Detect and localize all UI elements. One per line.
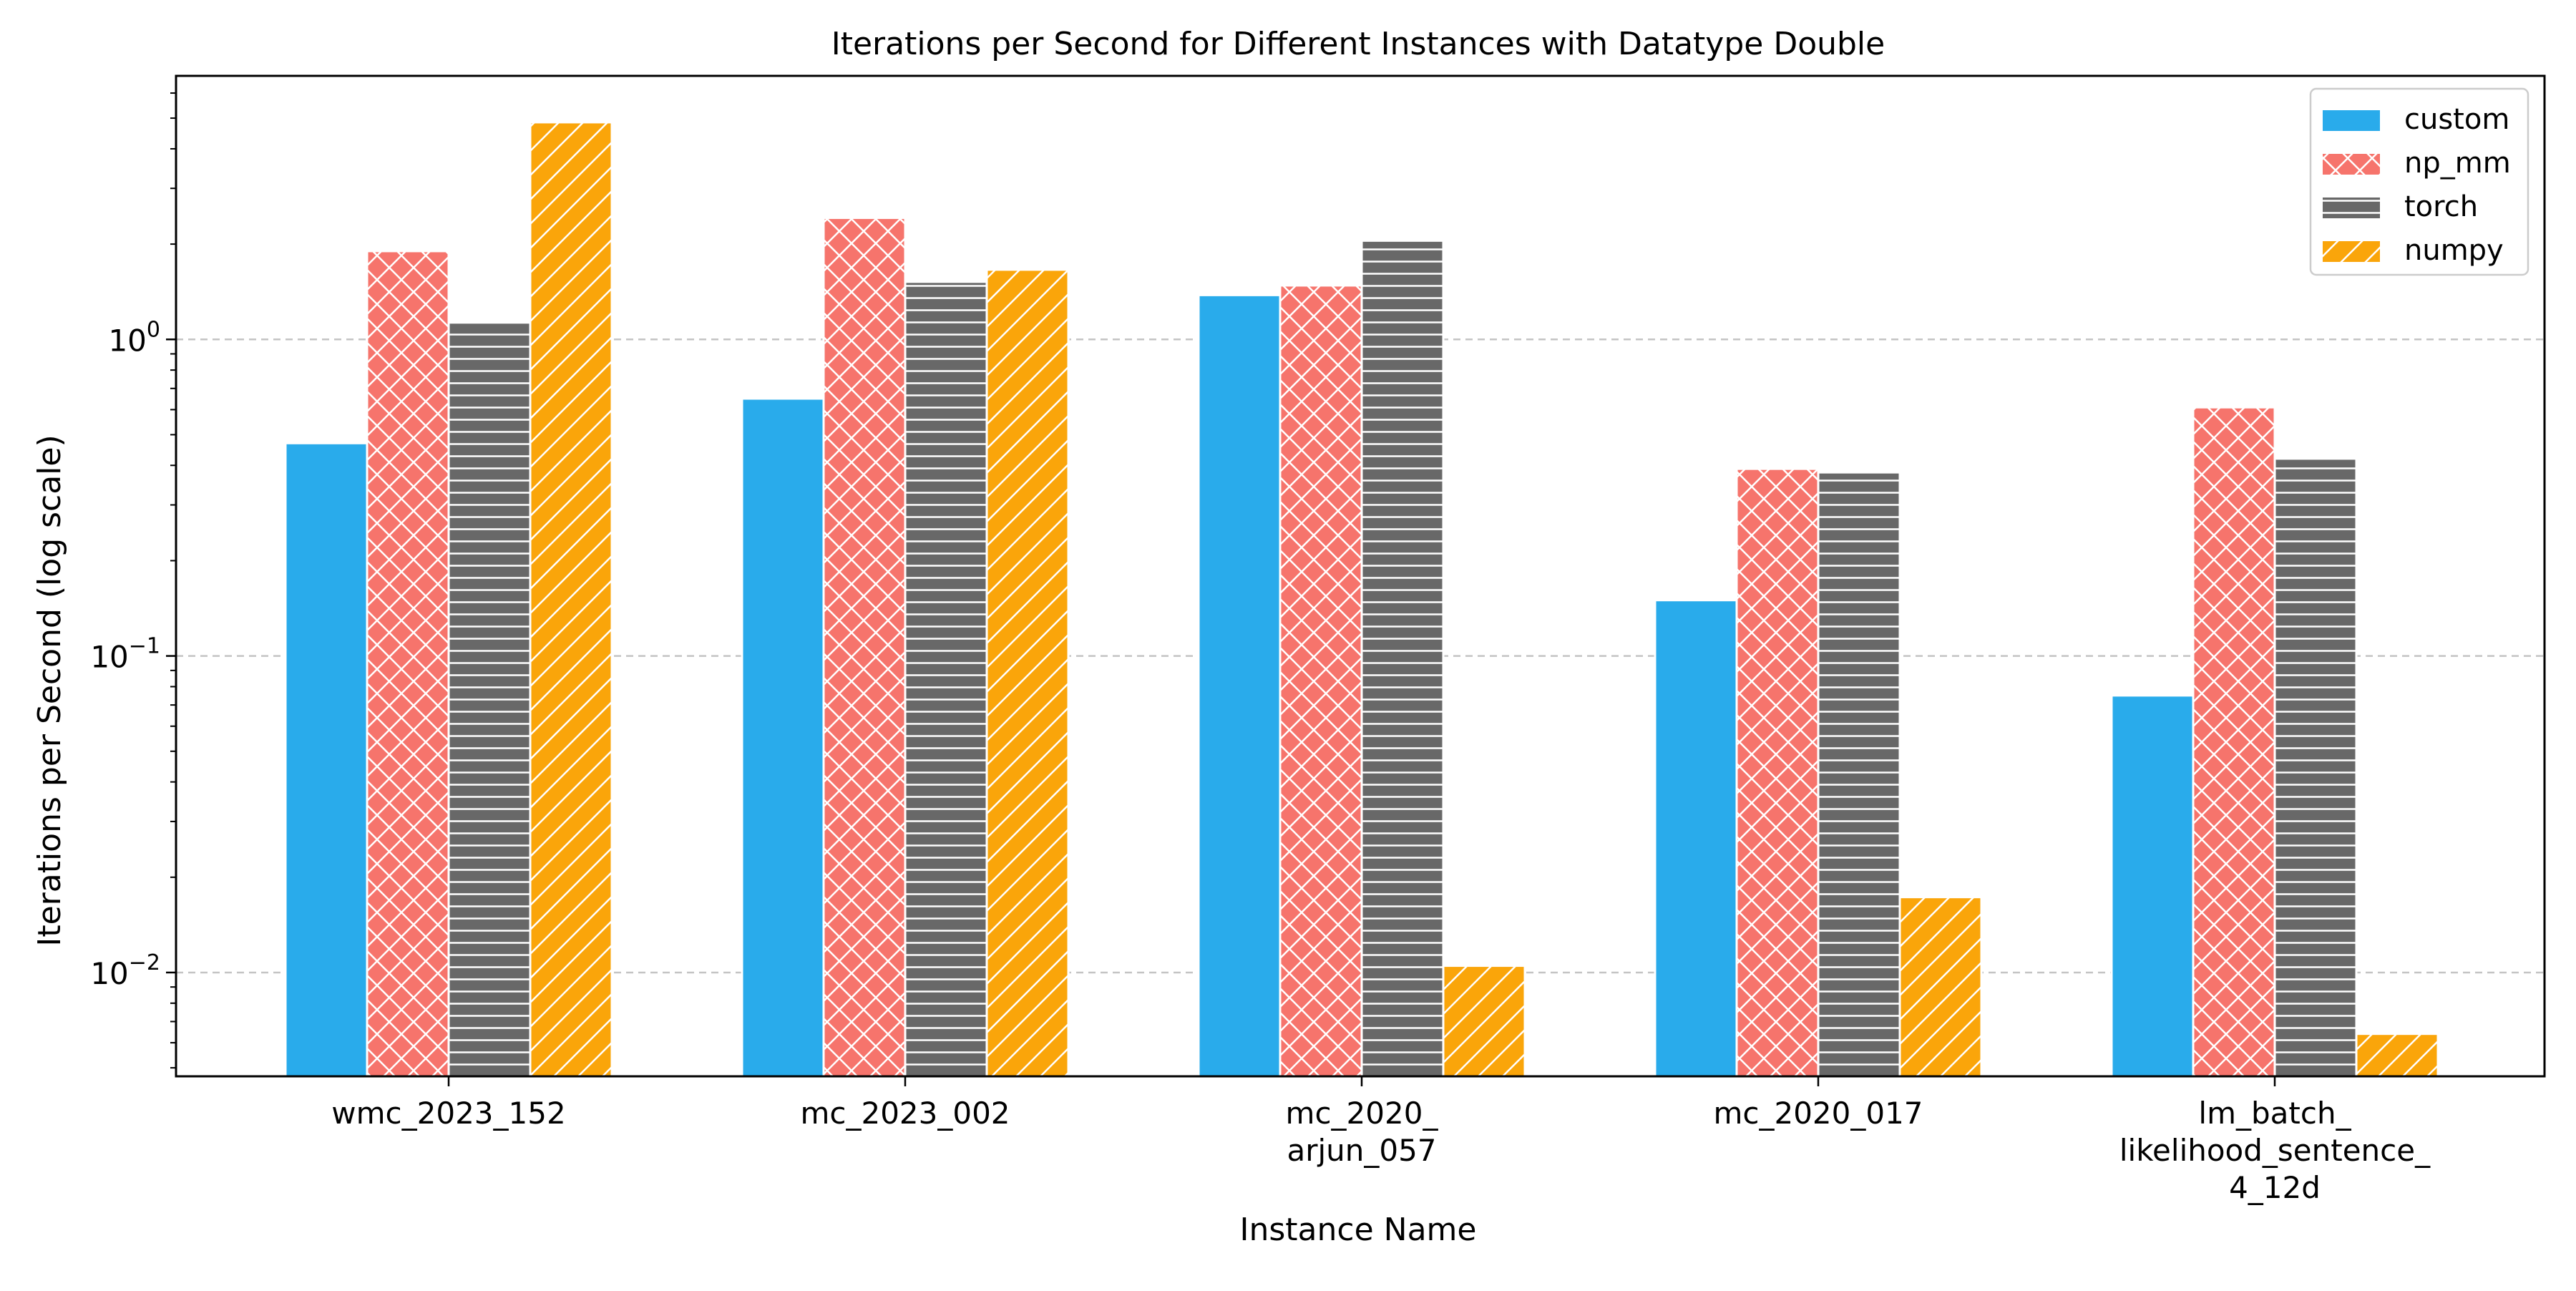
plot-area-frame — [175, 74, 2546, 1078]
x-tick-label: wmc_2023_152 — [331, 1096, 565, 1131]
y-tick-label: 10−1 — [90, 634, 160, 675]
bar-numpy-4 — [2355, 1033, 2439, 1078]
legend-item-torch: torch — [2323, 190, 2478, 223]
bar-custom-1 — [741, 397, 825, 1078]
legend-item-numpy: numpy — [2323, 234, 2504, 267]
y-axis-label: Iterations per Second (log scale) — [31, 434, 68, 946]
chart-title: Iterations per Second for Different Inst… — [831, 26, 1885, 62]
x-tick-label: mc_2020_ arjun_057 — [1286, 1096, 1439, 1168]
legend-label: np_mm — [2404, 147, 2511, 180]
legend-label: torch — [2404, 190, 2478, 223]
bar-custom-0 — [284, 442, 369, 1078]
x-tick-label: lm_batch_ likelihood_sentence_ 4_12d — [2119, 1096, 2431, 1205]
legend-swatch — [2323, 110, 2380, 131]
x-axis-label: Instance Name — [1240, 1212, 1477, 1248]
bar-np_mm-0 — [366, 250, 450, 1078]
bar-torch-3 — [1817, 471, 1901, 1078]
bar-numpy-0 — [529, 121, 613, 1078]
bar-torch-1 — [904, 281, 988, 1078]
y-tick-label: 10−2 — [90, 950, 160, 991]
bar-np_mm-1 — [822, 216, 907, 1078]
legend-item-np_mm: np_mm — [2323, 147, 2511, 180]
bar-np_mm-3 — [1735, 467, 1820, 1078]
x-tick-label: mc_2020_017 — [1713, 1096, 1923, 1131]
legend-label: custom — [2404, 103, 2509, 136]
bar-custom-2 — [1197, 293, 1282, 1078]
bar-torch-2 — [1360, 239, 1445, 1078]
y-tick-label: 100 — [108, 317, 160, 358]
legend-item-custom: custom — [2323, 103, 2509, 136]
bar-torch-0 — [447, 321, 532, 1078]
bar-numpy-2 — [1442, 965, 1526, 1078]
bar-custom-3 — [1654, 599, 1738, 1078]
bar-numpy-3 — [1898, 896, 1983, 1078]
legend-label: numpy — [2404, 234, 2504, 267]
bar-np_mm-2 — [1279, 284, 1363, 1078]
bar-custom-4 — [2110, 694, 2195, 1078]
bar-numpy-1 — [985, 268, 1070, 1078]
legend-frame — [2309, 87, 2529, 276]
bar-torch-4 — [2273, 457, 2358, 1078]
x-tick-label: mc_2023_002 — [800, 1096, 1010, 1131]
bar-np_mm-4 — [2192, 406, 2276, 1078]
